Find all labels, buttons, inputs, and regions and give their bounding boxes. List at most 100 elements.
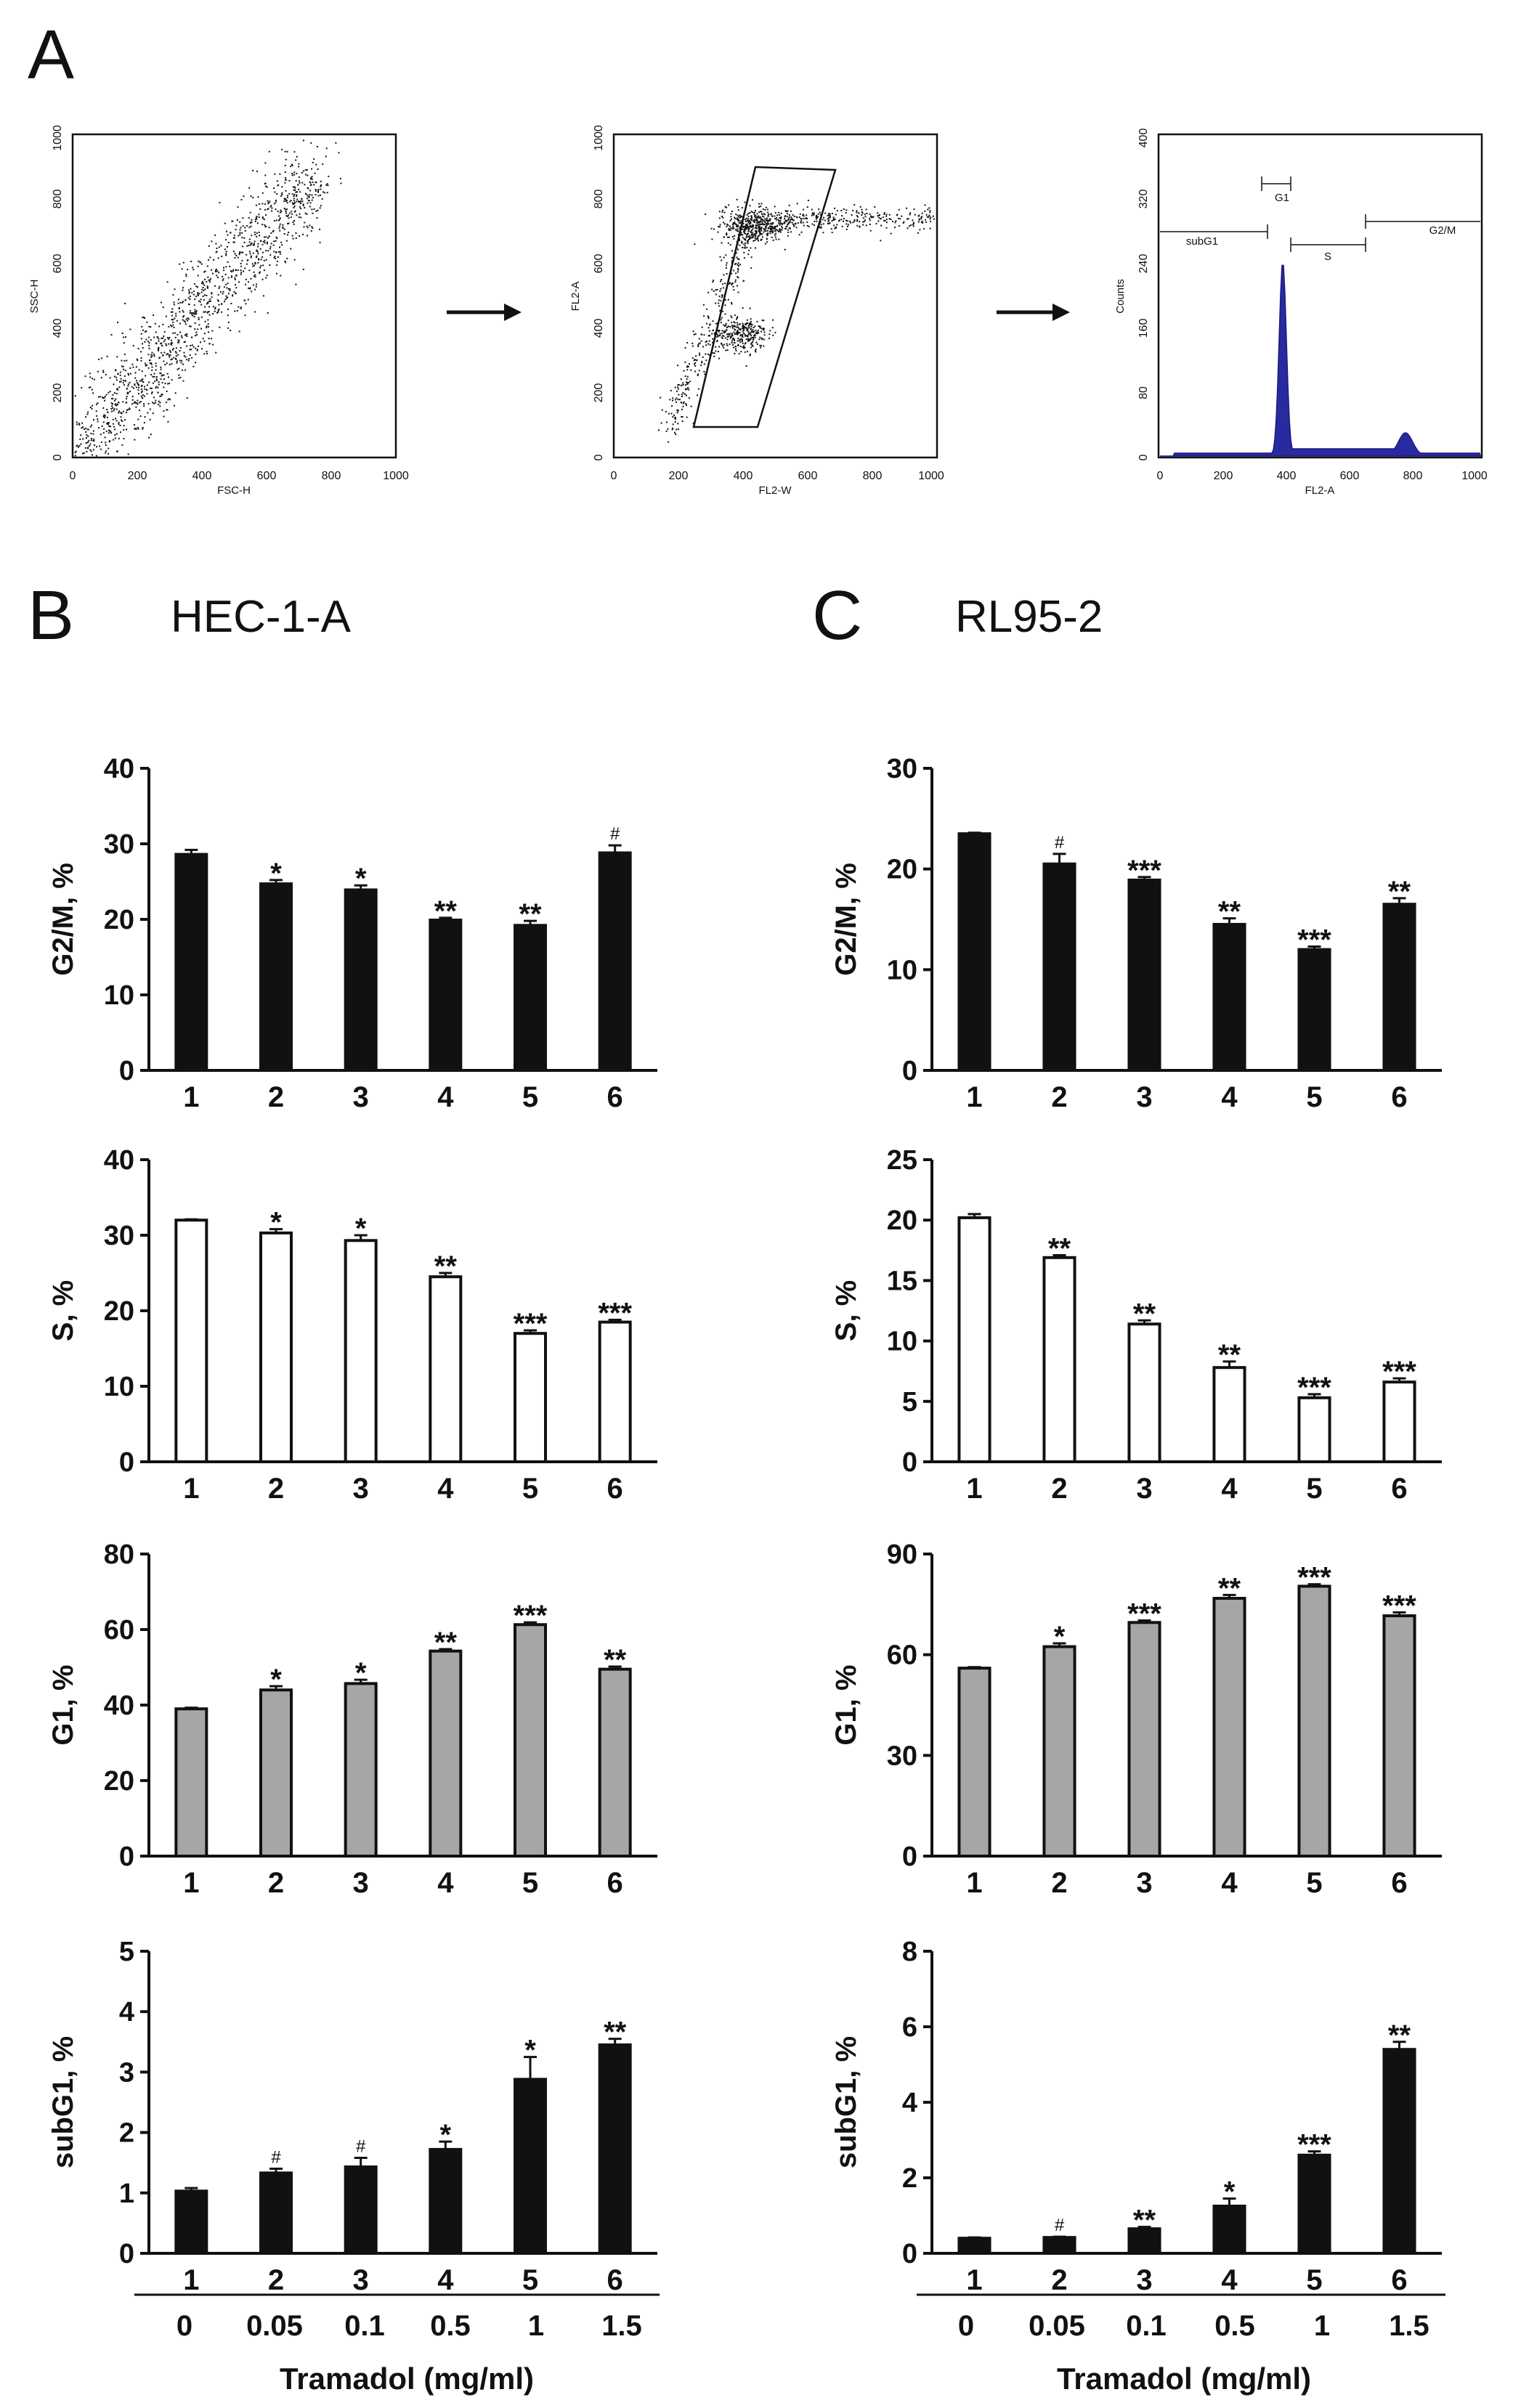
scatter-dot (159, 395, 161, 397)
scatter-dot (293, 198, 295, 200)
scatter-dot (750, 218, 752, 220)
scatter-dot (256, 232, 258, 235)
scatter-dot (123, 379, 125, 381)
scatter-dot (718, 226, 719, 228)
scatter-dot (184, 369, 186, 371)
scatter-dot (703, 363, 705, 365)
scatter-dot (746, 213, 748, 216)
scatter-dot (261, 278, 264, 280)
scatter-dot (195, 347, 197, 349)
scatter-dot (179, 311, 181, 313)
scatter-dot (745, 365, 747, 367)
scatter-dot (248, 238, 251, 240)
scatter-dot (754, 336, 756, 338)
scatter-dot (743, 232, 745, 234)
scatter-dot (80, 434, 82, 436)
scatter-dot (143, 422, 145, 424)
scatter-dot (291, 165, 293, 166)
scatter-dot (787, 229, 790, 231)
scatter-dot (106, 409, 108, 410)
scatter-dot (877, 212, 879, 214)
scatter-dot (207, 301, 208, 304)
scatter-dot (763, 229, 766, 230)
scatter-dot (751, 344, 753, 346)
scatter-dot (162, 337, 164, 339)
scatter-dot (161, 342, 163, 344)
scatter-dot (241, 232, 243, 234)
scatter-dot (746, 235, 748, 237)
scatter-dot (750, 322, 752, 325)
scatter-dot (669, 399, 671, 401)
scatter-dot (208, 279, 210, 281)
scatter-dot (243, 237, 246, 239)
scatter-dot (340, 182, 342, 184)
scatter-dot (761, 233, 763, 235)
scatter-dot (701, 326, 703, 328)
scatter-dot (123, 375, 126, 377)
scatter-dot (205, 311, 207, 313)
scatter-dot (168, 354, 170, 357)
scatter-dot (173, 357, 175, 359)
scatter-dot (114, 434, 116, 436)
scatter-dot (745, 219, 746, 221)
scatter-dot (776, 217, 778, 219)
flow2-ylabel: FL2-A (569, 282, 582, 312)
scatter-dot (757, 237, 758, 239)
scatter-dot (737, 230, 739, 232)
scatter-dot (256, 222, 259, 224)
significance-marker: *** (1297, 1562, 1331, 1594)
scatter-dot (81, 386, 83, 389)
scatter-dot (853, 204, 856, 206)
scatter-dot (725, 254, 727, 256)
scatter-dot (831, 232, 833, 234)
scatter-dot (140, 379, 142, 381)
scatter-dot (257, 251, 259, 253)
significance-marker: ** (434, 895, 458, 927)
scatter-dot (117, 389, 119, 391)
scatter-dot (813, 214, 815, 216)
scatter-dot (784, 248, 786, 251)
scatter-dot (240, 272, 243, 274)
scatter-dot (741, 216, 743, 218)
scatter-dot (134, 384, 136, 386)
scatter-dot (894, 227, 896, 229)
scatter-dot (766, 234, 768, 236)
scatter-dot (172, 324, 174, 326)
scatter-dot (171, 319, 173, 321)
scatter-dot (734, 281, 737, 283)
scatter-dot (93, 419, 94, 420)
scatter-dot (155, 369, 157, 371)
scatter-dot (109, 430, 111, 432)
scatter-dot (108, 423, 109, 426)
scatter-dot (706, 341, 707, 342)
scatter-dot (311, 176, 313, 178)
x-tick-label: 5 (1306, 1081, 1322, 1113)
scatter-dot (709, 354, 710, 356)
cell-line-title-c: RL95-2 (955, 592, 1103, 642)
scatter-dot (223, 269, 225, 272)
scatter-dot (192, 269, 195, 271)
scatter-dot (724, 304, 726, 306)
scatter-dot (754, 221, 756, 224)
scatter-dot (224, 301, 225, 303)
scatter-dot (736, 256, 738, 259)
scatter-dot (752, 236, 754, 238)
significance-marker: ** (604, 2017, 627, 2049)
bar (1382, 1614, 1416, 1858)
scatter-dot (206, 287, 208, 289)
scatter-dot (232, 251, 235, 253)
scatter-dot (115, 398, 117, 400)
scatter-dot (750, 346, 753, 349)
scatter-dot (765, 222, 767, 224)
scatter-dot (745, 224, 747, 227)
scatter-dot (846, 220, 848, 222)
scatter-dot (300, 208, 302, 210)
scatter-dot (787, 231, 790, 233)
scatter-dot (843, 220, 844, 222)
scatter-dot (793, 216, 795, 217)
x-tick-label: 3 (353, 1867, 369, 1899)
scatter-dot (254, 276, 256, 278)
scatter-dot (700, 365, 702, 367)
